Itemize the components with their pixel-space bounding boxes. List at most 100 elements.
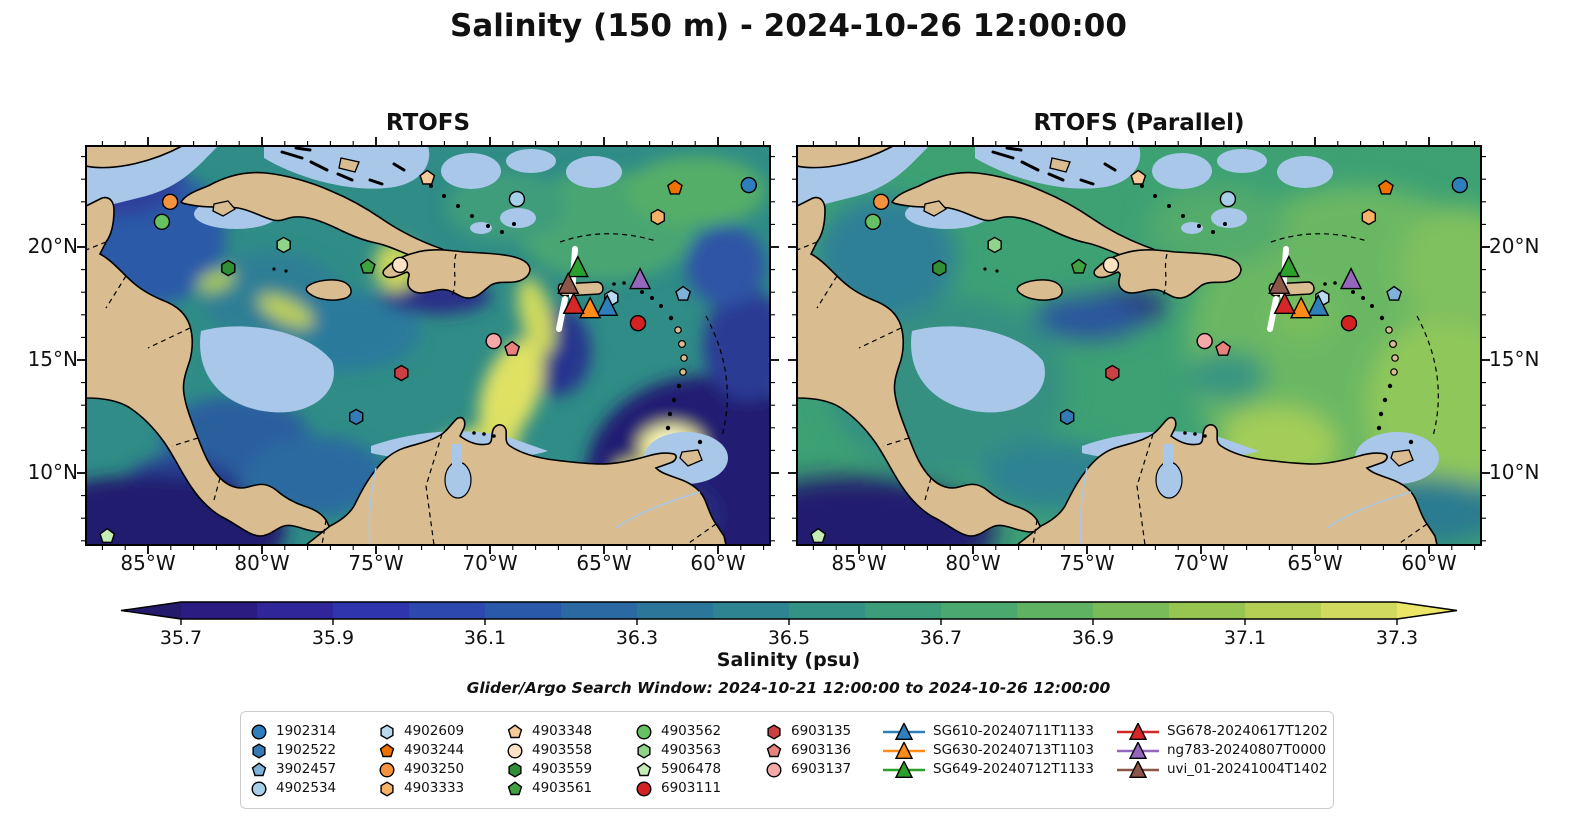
marker-4902534 xyxy=(508,190,526,208)
legend-marker-4903250 xyxy=(379,761,395,778)
legend-marker-6903137 xyxy=(766,761,782,778)
marker-4902534 xyxy=(251,780,267,797)
legend-item-SG678-20240617T1202: SG678-20240617T1202 xyxy=(1116,722,1328,741)
marker-SG678-20240617T1202 xyxy=(1128,722,1148,740)
marker-SG610-20240711T1133 xyxy=(894,722,914,740)
marker-ng783-20240807T0000 xyxy=(1339,266,1363,290)
colorbar-tick-label: 37.3 xyxy=(1376,627,1418,649)
marker-5906478 xyxy=(810,527,827,543)
marker-4903333 xyxy=(1361,208,1377,226)
marker-4903558 xyxy=(507,742,523,759)
legend-label: 4903348 xyxy=(532,723,593,739)
lat-tick-label: 20°N xyxy=(27,234,78,258)
lon-tick-label: 75°W xyxy=(1059,551,1115,575)
map-rtofs-parallel xyxy=(788,137,1490,554)
marker-4903562 xyxy=(153,213,171,231)
lat-tick-label: 15°N xyxy=(27,347,78,371)
marker-SG678-20240617T1202 xyxy=(562,291,585,315)
legend-item-6903111: 6903111 xyxy=(634,779,721,798)
legend-marker-6903111 xyxy=(636,780,652,797)
legend-label: 6903135 xyxy=(791,723,852,739)
legend: 1902314 1902522 3902457 4902534 4902609 49032… xyxy=(240,711,1334,809)
lat-tick-label: 15°N xyxy=(1489,347,1540,371)
marker-6903137 xyxy=(766,761,782,778)
legend-marker-1902314 xyxy=(251,723,267,740)
legend-marker-SG678-20240617T1202 xyxy=(1117,722,1159,740)
legend-label: SG610-20240711T1133 xyxy=(933,723,1094,739)
map-rtofs xyxy=(77,137,779,554)
lon-tick-label: 70°W xyxy=(462,551,518,575)
marker-uvi_01-20241004T1402 xyxy=(1268,271,1291,295)
lon-tick-label: 85°W xyxy=(831,551,887,575)
legend-label: ng783-20240807T0000 xyxy=(1167,742,1327,758)
marker-SG630-20240713T1103 xyxy=(1289,296,1313,319)
legend-marker-4902609 xyxy=(380,723,394,740)
legend-marker-ng783-20240807T0000 xyxy=(1117,741,1159,759)
marker-SG678-20240617T1202 xyxy=(1273,291,1296,315)
legend-item-3902457: 3902457 xyxy=(249,760,336,779)
legend-item-6903135: 6903135 xyxy=(764,722,851,741)
legend-item-4903558: 4903558 xyxy=(505,741,592,760)
marker-SG649-20240712T1133 xyxy=(894,760,914,778)
marker-4903559 xyxy=(932,259,947,277)
marker-4903348 xyxy=(507,723,523,738)
legend-label: SG678-20240617T1202 xyxy=(1167,723,1328,739)
lon-tick-label: 65°W xyxy=(1287,551,1343,575)
legend-label: 6903136 xyxy=(791,742,852,758)
legend-item-6903136: 6903136 xyxy=(764,741,851,760)
marker-SG649-20240712T1133 xyxy=(1277,255,1300,278)
legend-marker-1902522 xyxy=(252,742,266,759)
lon-tick-label: 80°W xyxy=(234,551,290,575)
marker-1902314 xyxy=(251,723,267,740)
marker-6903135 xyxy=(394,364,409,382)
marker-6903137 xyxy=(485,332,502,350)
lat-tick-label: 20°N xyxy=(1489,234,1540,258)
marker-5906478 xyxy=(636,761,652,776)
legend-label: 4903562 xyxy=(661,723,722,739)
legend-label: 4903561 xyxy=(532,780,593,796)
marker-1902522 xyxy=(348,408,364,426)
marker-uvi_01-20241004T1402 xyxy=(557,271,580,295)
marker-1902522 xyxy=(1059,408,1075,426)
marker-SG649-20240712T1133 xyxy=(566,255,589,278)
legend-label: uvi_01-20241004T1402 xyxy=(1167,761,1328,777)
lon-tick-label: 65°W xyxy=(576,551,632,575)
legend-marker-4903558 xyxy=(507,742,523,759)
legend-item-4903250: 4903250 xyxy=(377,760,464,779)
page-title: Salinity (150 m) - 2024-10-26 12:00:00 xyxy=(450,8,1127,44)
colorbar-tick-label: 36.5 xyxy=(768,627,810,649)
marker-4903333 xyxy=(380,780,394,797)
marker-4903244 xyxy=(1377,179,1394,195)
panel-title-rtofs: RTOFS xyxy=(385,110,471,136)
marker-4903250 xyxy=(161,193,179,211)
legend-label: 4902534 xyxy=(276,780,337,796)
marker-4903559 xyxy=(508,761,522,778)
colorbar-tick-label: 36.3 xyxy=(616,627,658,649)
legend-label: 6903137 xyxy=(791,761,852,777)
marker-6903136 xyxy=(504,340,521,356)
marker-4903561 xyxy=(1070,258,1087,274)
legend-item-SG610-20240711T1133: SG610-20240711T1133 xyxy=(882,722,1094,741)
legend-marker-4903348 xyxy=(507,723,523,738)
marker-4903559 xyxy=(221,259,236,277)
map-border xyxy=(85,145,771,546)
legend-label: 1902314 xyxy=(276,723,337,739)
marker-3902457 xyxy=(251,761,267,776)
marker-4903561 xyxy=(359,258,376,274)
legend-label: 4903559 xyxy=(532,761,593,777)
lon-tick-label: 70°W xyxy=(1173,551,1229,575)
marker-4903563 xyxy=(637,742,651,759)
legend-item-4903244: 4903244 xyxy=(377,741,464,760)
legend-item-ng783-20240807T0000: ng783-20240807T0000 xyxy=(1116,741,1326,760)
legend-item-uvi_01-20241004T1402: uvi_01-20241004T1402 xyxy=(1116,760,1327,779)
legend-item-SG630-20240713T1103: SG630-20240713T1103 xyxy=(882,741,1094,760)
marker-4903563 xyxy=(276,236,291,254)
legend-marker-SG610-20240711T1133 xyxy=(883,722,925,740)
legend-label: 3902457 xyxy=(276,761,337,777)
marker-3902457 xyxy=(1386,285,1403,301)
lon-tick-label: 80°W xyxy=(945,551,1001,575)
marker-SG630-20240713T1103 xyxy=(578,296,602,319)
legend-marker-4903244 xyxy=(379,742,395,757)
legend-item-4903562: 4903562 xyxy=(634,722,721,741)
marker-ng783-20240807T0000 xyxy=(1128,741,1148,759)
